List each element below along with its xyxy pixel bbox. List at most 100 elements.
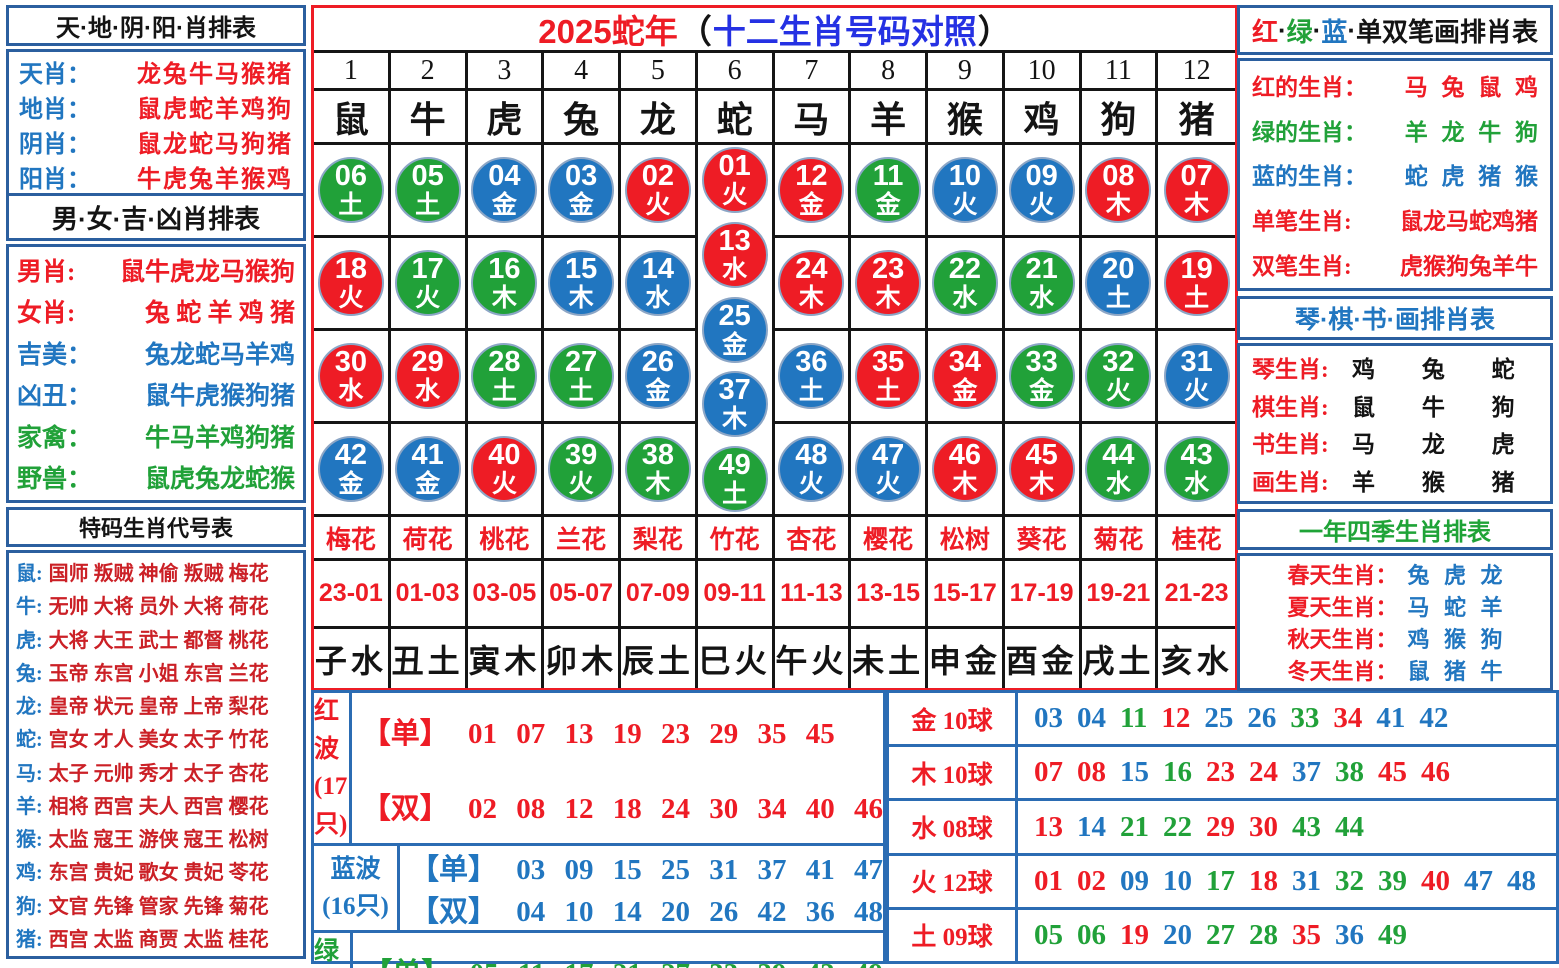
flower-cell-桃花: 桃花 — [467, 517, 545, 561]
special-code-row: 牛: 无帅 大将 员外 大将 荷花 — [15, 588, 297, 621]
ball-element: 金 — [875, 191, 901, 219]
ball-number: 44 — [1102, 439, 1135, 471]
number-ball-10: 10 火 — [931, 157, 998, 223]
number-ball-30: 30 水 — [317, 343, 384, 409]
sky-earth-value: 龙兔牛马猴猪 — [137, 62, 293, 88]
time-cell-05-07: 05-07 — [544, 561, 621, 629]
qin-qi-shu-hua-row: 棋生肖: 鼠 牛 狗 — [1246, 386, 1544, 424]
qin-qi-shu-hua-row: 书生肖: 马 龙 虎 — [1246, 424, 1544, 462]
panel-sky-earth-yin-yang: 天·地·阴·阳·肖排表 天肖： 龙兔牛马猴猪 地肖： 鼠虎蛇羊鸡狗 阴肖： 鼠龙蛇马狗猪阳… — [6, 5, 306, 199]
ball-element: 水 — [1029, 284, 1055, 312]
ball-element: 木 — [722, 405, 748, 434]
wave-row-绿波: 绿波(16只)【单】 05 11 17 21 27 33 39 43 49【双】… — [314, 930, 883, 968]
ball-number: 33 — [1025, 346, 1058, 378]
ball-element: 火 — [1184, 377, 1210, 405]
male-female-row: 吉美： 兔龙蛇马羊鸡 — [15, 332, 297, 374]
branch-cell-午火: 午火 — [775, 629, 852, 688]
ball-element: 金 — [491, 191, 517, 219]
circle-cell: 39 火 — [544, 424, 621, 517]
special-code-label: 狗: — [16, 895, 43, 918]
column-header-7: 7 — [774, 53, 852, 91]
element-number: 47 — [1464, 864, 1493, 897]
element-number: 30 — [1249, 810, 1278, 843]
ball-element: 火 — [952, 191, 978, 219]
panel-special-code-aliases: 特码生肖代号表 鼠: 国师 叛贼 神偷 叛贼 梅花 牛: 无帅 大将 员外 大将 荷花… — [6, 507, 306, 959]
special-code-value: 西宫 太监 商贾 太监 桂花 — [48, 928, 269, 951]
circle-cell: 26 金 — [621, 331, 698, 424]
element-number: 21 — [1120, 810, 1149, 843]
wave-line: 【双】 04 10 14 20 26 42 36 48 — [410, 888, 883, 930]
number-ball-04: 04 金 — [471, 157, 538, 223]
ball-number: 41 — [411, 439, 444, 471]
number-ball-29: 29 水 — [394, 343, 461, 409]
circle-cell: 10 火 — [928, 145, 1005, 238]
special-code-row: 鼠: 国师 叛贼 神偷 叛贼 梅花 — [15, 555, 297, 588]
animal-header-兔: 兔 — [544, 91, 621, 145]
male-female-value: 鼠虎兔龙蛇猴 — [144, 466, 295, 494]
ball-element: 水 — [952, 284, 978, 312]
ball-element: 土 — [875, 377, 901, 405]
color-stroke-row: 绿的生肖： 羊 龙 牛 狗 — [1246, 108, 1544, 153]
element-number: 03 — [1034, 702, 1063, 735]
element-number: 26 — [1247, 702, 1277, 735]
sky-earth-label: 天肖： — [19, 62, 91, 88]
number-ball-27: 27 土 — [548, 343, 615, 409]
branch-cell-寅木: 寅木 — [468, 629, 545, 688]
ball-number: 28 — [488, 346, 521, 378]
male-female-row: 家禽： 牛马羊鸡狗猪 — [15, 415, 297, 457]
panel-four-seasons-body: 春天生肖： 兔 虎 龙夏天生肖： 马 蛇 羊秋天生肖： 鸡 猴 狗冬天生肖： 鼠 猪 牛 — [1237, 553, 1553, 691]
male-female-label: 野兽： — [17, 466, 93, 494]
column-header-1: 1 — [314, 53, 391, 91]
season-row: 冬天生肖： 鼠 猪 牛 — [1246, 654, 1544, 686]
number-ball-14: 14 水 — [624, 250, 691, 316]
element-row-火: 火 12球 01 02 09 10 17 18 31 32 39 40 47 48 — [889, 852, 1556, 907]
animal-header-狗: 狗 — [1081, 91, 1159, 145]
qin-qi-shu-hua-value-item: 龙 — [1421, 432, 1445, 458]
special-code-label: 虎: — [16, 629, 43, 652]
panel-red-green-blue-strokes-body: 红的生肖： 马 兔 鼠 鸡绿的生肖： 羊 龙 牛 狗蓝的生肖： 蛇 虎 猪 猴单笔生肖… — [1237, 58, 1553, 291]
wave-numbers: 03 09 15 25 31 37 41 47 — [497, 854, 883, 886]
special-code-label: 马: — [16, 762, 43, 785]
flower-cell-梅花: 梅花 — [314, 517, 391, 561]
ball-number: 25 — [718, 299, 751, 332]
male-female-row: 男肖: 鼠牛虎龙马猴狗 — [15, 249, 297, 291]
color-stroke-value: 马 兔 鼠 鸡 — [1404, 75, 1538, 101]
ball-element: 火 — [568, 470, 594, 498]
ball-element: 土 — [722, 480, 748, 508]
element-label: 火 12球 — [889, 855, 1018, 907]
circle-cell: 43 水 — [1158, 424, 1235, 517]
title-part: 红 — [1251, 16, 1278, 47]
qin-qi-shu-hua-row: 琴生肖: 鸡 兔 蛇 — [1246, 348, 1544, 386]
wave-line: 【单】 05 11 17 21 27 33 39 43 49 — [363, 950, 883, 968]
element-numbers: 05 06 19 20 27 28 35 36 49 — [1018, 910, 1556, 961]
element-number: 41 — [1376, 702, 1406, 735]
special-code-label: 牛: — [16, 596, 43, 619]
element-number: 46 — [1421, 756, 1450, 789]
element-number: 49 — [1378, 918, 1407, 951]
element-label: 土 09球 — [889, 909, 1018, 962]
element-balls-table: 金 10球 03 04 11 12 25 26 33 34 41 42 木 10球 07 08 15 16 23… — [886, 690, 1559, 964]
season-label: 夏天生肖： — [1287, 595, 1398, 620]
animal-header-羊: 羊 — [851, 91, 928, 145]
special-code-row: 鸡: 东宫 贵妃 歌女 贵妃 苓花 — [15, 854, 297, 887]
element-number: 17 — [1206, 864, 1235, 897]
wave-lines: 【单】 03 09 15 25 31 37 41 47 【双】 04 10 14 … — [400, 846, 883, 930]
title-part: 单双笔画排肖表 — [1356, 16, 1539, 47]
time-cell-13-15: 13-15 — [851, 561, 928, 629]
panel-four-seasons: 一年四季生肖排表 春天生肖： 兔 虎 龙夏天生肖： 马 蛇 羊秋天生肖： 鸡 猴 狗冬… — [1237, 509, 1553, 691]
branch-cell-子水: 子水 — [314, 629, 391, 688]
panel-sky-earth-yin-yang-title: 天·地·阴·阳·肖排表 — [6, 5, 306, 46]
odd-even-tag: 【单】 — [361, 717, 449, 750]
ball-element: 土 — [338, 191, 364, 219]
special-code-row: 兔: 玉帝 东宫 小姐 东宫 兰花 — [15, 655, 297, 688]
title-part: · — [1347, 14, 1357, 45]
number-ball-32: 32 火 — [1085, 343, 1152, 409]
flower-cell-兰花: 兰花 — [544, 517, 621, 561]
ball-number: 32 — [1102, 346, 1135, 378]
element-row-水: 水 08球 13 14 21 22 29 30 43 44 — [889, 798, 1556, 853]
special-code-label: 蛇: — [16, 729, 43, 752]
wave-row-蓝波: 蓝波 (16只) 【单】 03 09 15 25 31 37 41 47 【双】 04… — [314, 843, 883, 930]
panel-four-seasons-title: 一年四季生肖排表 — [1237, 509, 1553, 550]
element-label: 金 10球 — [889, 693, 1018, 745]
